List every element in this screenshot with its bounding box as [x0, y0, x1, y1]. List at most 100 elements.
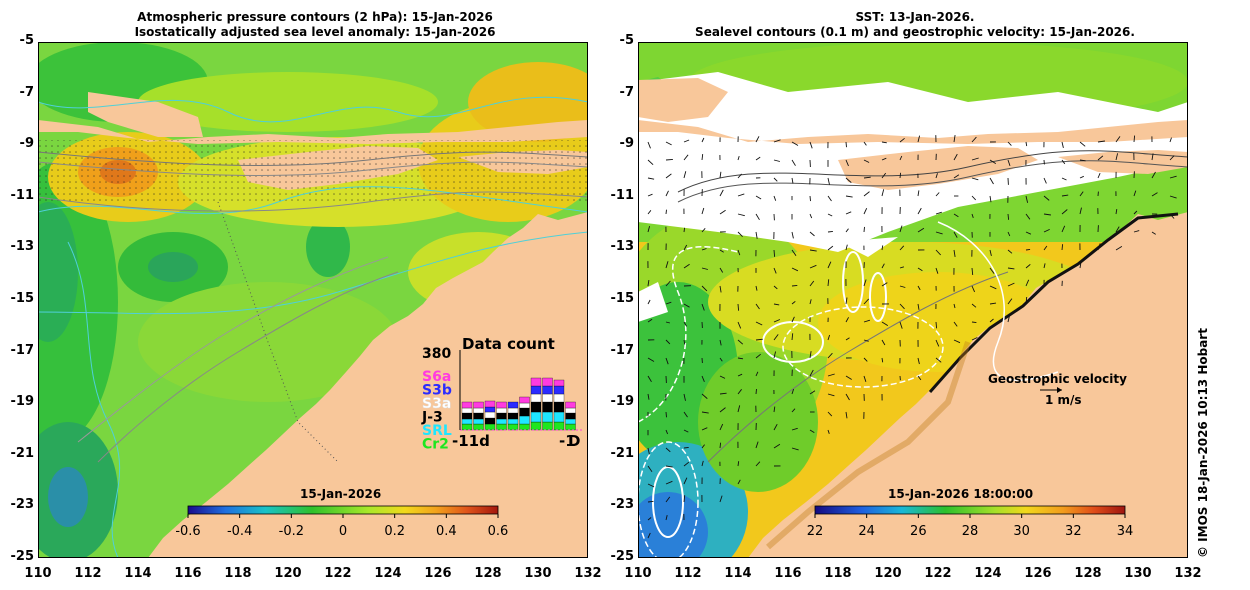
velocity-arrow — [827, 429, 830, 434]
velocity-arrow — [953, 153, 958, 161]
velocity-arrow — [1151, 153, 1154, 161]
velocity-arrow — [647, 447, 650, 455]
velocity-arrow — [863, 208, 868, 215]
velocity-arrow — [719, 285, 722, 293]
velocity-arrow — [899, 172, 902, 179]
velocity-arrow — [1025, 248, 1031, 251]
velocity-arrow — [1007, 249, 1013, 254]
velocity-arrow — [1061, 209, 1068, 215]
velocity-arrow — [755, 353, 761, 359]
velocity-arrow — [845, 393, 850, 401]
data-count-bar-segment — [507, 401, 519, 409]
velocity-arrow — [647, 280, 650, 287]
velocity-arrow — [647, 393, 650, 400]
velocity-arrow — [773, 249, 776, 257]
velocity-arrow — [791, 267, 799, 272]
velocity-arrow — [737, 357, 744, 360]
longitude-label: 120 — [274, 566, 302, 581]
data-count-bar-segment — [484, 411, 496, 419]
velocity-arrow — [1097, 155, 1104, 161]
velocity-arrow — [683, 154, 689, 161]
data-count-bar-segment — [473, 407, 484, 414]
latitude-label: -9 — [619, 136, 634, 152]
longitude-label: 112 — [74, 566, 102, 581]
mission-label: Cr2 — [422, 437, 449, 453]
data-count-bar-segment — [519, 423, 530, 431]
colorbar-tick-label: 24 — [858, 524, 875, 539]
velocity-arrow — [719, 249, 724, 253]
latitude-label: -13 — [610, 239, 635, 255]
velocity-arrow — [665, 357, 669, 365]
velocity-arrow — [665, 447, 671, 453]
velocity-arrow — [863, 298, 870, 305]
velocity-arrow — [881, 141, 887, 144]
velocity-arrow — [1097, 140, 1105, 143]
velocity-arrow — [647, 375, 652, 383]
velocity-arrow — [683, 244, 688, 251]
velocity-arrow — [1115, 246, 1123, 251]
longitude-label: 114 — [124, 566, 152, 581]
velocity-arrow — [827, 352, 833, 359]
colorbar-tick-label: 26 — [910, 524, 927, 539]
latitude-label: -19 — [10, 394, 35, 410]
velocity-arrow — [863, 176, 871, 179]
velocity-arrow — [809, 369, 814, 377]
velocity-arrow — [665, 301, 672, 305]
velocity-arrow — [953, 135, 956, 143]
velocity-arrow — [683, 477, 688, 485]
velocity-arrow — [827, 279, 830, 287]
latitude-label: -17 — [610, 342, 635, 358]
velocity-arrow — [953, 303, 956, 309]
velocity-arrow — [935, 173, 938, 179]
right-colorbar-date: 15-Jan-2026 18:00:00 — [888, 487, 1034, 501]
velocity-arrow — [647, 177, 655, 180]
velocity-arrow — [917, 285, 921, 291]
velocity-arrow — [1025, 141, 1028, 147]
velocity-arrow — [1007, 213, 1010, 220]
velocity-arrow — [917, 190, 920, 197]
velocity-arrow — [665, 158, 673, 161]
data-count-bar-segment — [461, 407, 473, 414]
velocity-arrow — [845, 177, 852, 183]
velocity-arrow — [827, 195, 832, 202]
velocity-arrow — [881, 282, 888, 287]
velocity-arrow — [1007, 159, 1011, 167]
data-count-bar-segment — [553, 421, 565, 431]
velocity-arrow — [1133, 210, 1138, 215]
velocity-arrow — [665, 261, 669, 269]
velocity-arrow — [683, 227, 686, 233]
latitude-label: -21 — [10, 445, 35, 461]
velocity-arrow — [899, 245, 905, 251]
velocity-arrow — [827, 261, 832, 269]
velocity-arrow — [683, 303, 690, 308]
velocity-arrow — [701, 285, 708, 292]
mission-label: S3b — [422, 383, 452, 399]
velocity-arrow — [1115, 226, 1120, 233]
data-count-bar-segment — [542, 401, 553, 413]
mission-label: S6a — [422, 369, 451, 385]
velocity-arrow — [773, 177, 778, 182]
velocity-arrow — [1025, 213, 1031, 220]
data-count-bar-segment — [553, 379, 565, 387]
velocity-arrow — [737, 405, 741, 413]
velocity-arrow — [1115, 153, 1119, 161]
data-count-bar-segment — [530, 393, 542, 403]
left-title: Atmospheric pressure contours (2 hPa): 1… — [40, 10, 590, 40]
velocity-arrow — [1133, 135, 1136, 143]
velocity-arrow — [773, 319, 781, 323]
velocity-arrow — [737, 461, 740, 467]
velocity-arrow — [791, 427, 798, 431]
velocity-arrow — [773, 303, 780, 306]
velocity-arrow — [917, 135, 921, 143]
velocity-arrow — [665, 190, 669, 197]
velocity-arrow — [1007, 231, 1011, 237]
velocity-arrow — [791, 284, 798, 287]
velocity-arrow — [737, 231, 743, 238]
velocity-arrow — [791, 177, 794, 184]
velocity-arrow — [1079, 207, 1082, 215]
velocity-arrow — [881, 263, 885, 269]
velocity-arrow — [881, 157, 887, 161]
velocity-arrow — [791, 447, 799, 451]
velocity-arrow — [845, 411, 848, 419]
velocity-arrow — [791, 159, 796, 166]
